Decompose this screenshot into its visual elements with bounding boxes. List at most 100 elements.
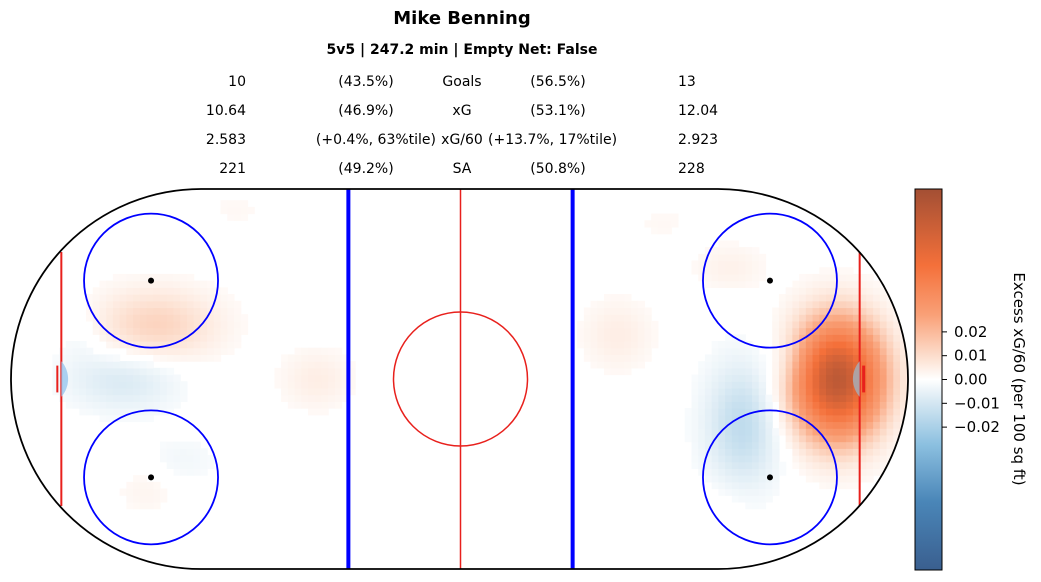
heatmap-cell <box>691 428 699 436</box>
heatmap-cell <box>805 327 814 335</box>
heatmap-cell <box>341 381 349 389</box>
heatmap-cell <box>879 381 888 389</box>
heatmap-cell <box>99 361 107 369</box>
heatmap-cell <box>287 401 296 409</box>
heatmap-cell <box>873 421 881 429</box>
heatmap-cell <box>92 320 101 329</box>
heatmap-cell <box>846 408 854 416</box>
heatmap-cell <box>657 227 666 235</box>
heatmap-cell <box>819 468 827 476</box>
heatmap-cell <box>79 347 87 356</box>
heatmap-cell <box>812 300 820 309</box>
heatmap-cell <box>765 461 773 470</box>
heatmap-cell <box>126 307 134 315</box>
heatmap-cell <box>859 334 867 342</box>
heatmap-cell <box>718 448 726 456</box>
heatmap-cell <box>301 361 309 369</box>
heatmap-cell <box>698 421 706 429</box>
heatmap-cell <box>617 367 625 376</box>
heatmap-cell <box>873 294 881 302</box>
heatmap-cell <box>227 341 235 349</box>
heatmap-cell <box>99 287 107 295</box>
heatmap-cell <box>839 354 847 362</box>
heatmap-cell <box>866 300 874 309</box>
heatmap-cell <box>106 287 114 295</box>
heatmap-cell <box>805 334 814 342</box>
heatmap-cell <box>139 334 148 342</box>
heatmap-cell <box>752 501 760 510</box>
heatmap-cell <box>334 347 343 356</box>
heatmap-cell <box>112 414 121 423</box>
heatmap-cell <box>826 381 834 389</box>
heatmap-cell <box>52 387 60 396</box>
xg60-label: xG/60 <box>441 132 483 148</box>
heatmap-cell <box>160 381 168 389</box>
heatmap-cell <box>112 307 121 315</box>
heatmap-cell <box>765 455 773 463</box>
faceoff-dot <box>766 277 773 284</box>
heatmap-cell <box>846 475 854 483</box>
heatmap-cell <box>826 428 834 436</box>
heatmap-cell <box>785 287 793 295</box>
heatmap-cell <box>718 367 726 376</box>
heatmap-cell <box>166 441 175 449</box>
heatmap-cell <box>139 341 148 349</box>
heatmap-cell <box>879 387 888 396</box>
heatmap-cell <box>826 314 834 322</box>
heatmap-cell <box>866 461 874 470</box>
heatmap-cell <box>92 361 101 369</box>
heatmap-cell <box>758 434 767 443</box>
heatmap-cell <box>146 334 154 342</box>
heatmap-cell <box>852 394 861 402</box>
heatmap-cell <box>832 434 841 443</box>
heatmap-cell <box>671 213 679 221</box>
heatmap-cell <box>812 341 820 349</box>
heatmap-cell <box>852 414 861 423</box>
heatmap-cell <box>772 428 780 436</box>
heatmap-cell <box>139 401 148 409</box>
heatmap-cell <box>738 488 746 496</box>
heatmap-cell <box>832 394 841 402</box>
heatmap-cell <box>153 367 161 376</box>
heatmap-cell <box>180 294 188 302</box>
heatmap-cell <box>819 280 827 288</box>
heatmap-cell <box>146 481 154 490</box>
heatmap-cell <box>160 374 168 382</box>
heatmap-cell <box>610 320 619 329</box>
heatmap-cell <box>765 408 773 416</box>
heatmap-cell <box>812 320 820 329</box>
heatmap-cell <box>731 448 740 456</box>
heatmap-cell <box>92 401 101 409</box>
heatmap-cell <box>92 287 101 295</box>
heatmap-cell <box>133 387 141 396</box>
heatmap-cell <box>832 414 841 423</box>
heatmap-cell <box>160 448 168 456</box>
heatmap-cell <box>328 394 336 402</box>
heatmap-cell <box>738 260 746 268</box>
heatmap-cell <box>630 320 639 329</box>
heatmap-cell <box>146 287 154 295</box>
heatmap-cell <box>758 367 767 376</box>
heatmap-cell <box>785 374 793 382</box>
heatmap-cell <box>826 327 834 335</box>
heatmap-cell <box>778 307 787 315</box>
heatmap-cell <box>227 307 235 315</box>
heatmap-cell <box>731 481 740 490</box>
heatmap-cell <box>160 280 168 288</box>
heatmap-cell <box>651 320 659 329</box>
heatmap-cell <box>873 327 881 335</box>
heatmap-cell <box>186 287 195 295</box>
heatmap-cell <box>334 394 343 402</box>
heatmap-cell <box>153 300 161 309</box>
heatmap-cell <box>745 434 753 443</box>
heatmap-cell <box>799 408 807 416</box>
heatmap-cell <box>112 327 121 335</box>
heatmap-cell <box>610 300 619 309</box>
heatmap-cell <box>758 468 767 476</box>
heatmap-cell <box>772 367 780 376</box>
heatmap-cell <box>792 327 800 335</box>
heatmap-cell <box>778 394 787 402</box>
heatmap-cell <box>112 387 121 396</box>
heatmap-cell <box>133 307 141 315</box>
heatmap-cell <box>745 247 753 255</box>
